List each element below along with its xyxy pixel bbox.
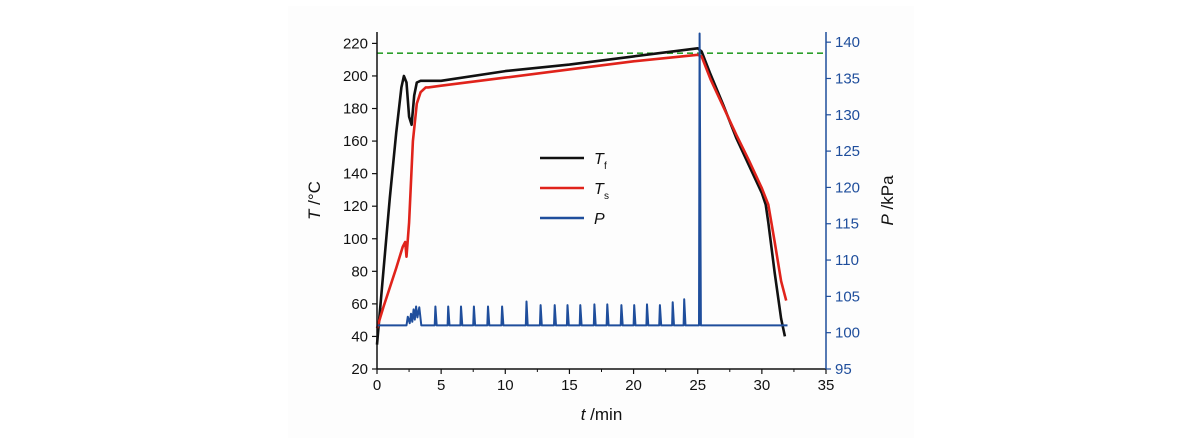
y-left-tick-label: 140 (343, 166, 368, 183)
y-left-tick-label: 20 (351, 361, 368, 378)
y-right-tick-label: 135 (835, 70, 860, 87)
x-tick-label: 20 (625, 377, 642, 394)
y-right-tick-label: 120 (835, 179, 860, 196)
y-right-tick-label: 125 (835, 143, 860, 160)
x-tick-label: 25 (689, 377, 706, 394)
y-left-axis-title: T /°C (305, 181, 324, 220)
series-line-Tf (375, 46, 787, 345)
figure-frame (288, 6, 914, 438)
x-tick-label: 10 (497, 377, 514, 394)
y-right-tick-label: 100 (835, 325, 860, 342)
y-left-tick-label: 40 (351, 328, 368, 345)
x-tick-label: 0 (373, 377, 381, 394)
legend-subscript-0: f (604, 161, 607, 172)
y-right-tick-label: 130 (835, 107, 860, 124)
series-layer (375, 32, 788, 345)
legend-label-2: P (594, 211, 605, 228)
x-tick-label: 15 (561, 377, 578, 394)
y-right-tick-label: 95 (835, 361, 852, 378)
legend-label-0: T (594, 151, 605, 168)
series-line-P (377, 32, 788, 327)
x-tick-label: 30 (754, 377, 771, 394)
legend-label-1: T (594, 181, 605, 198)
y-left-tick-label: 220 (343, 35, 368, 52)
y-right-tick-label: 140 (835, 34, 860, 51)
y-left-tick-label: 200 (343, 68, 368, 85)
x-tick-label: 5 (437, 377, 445, 394)
legend-subscript-1: s (604, 191, 609, 202)
series-line-Ts (375, 53, 788, 329)
axes-layer: 0 5 10 15 20 25 30 35 20 40 60 80 100 120 140 160 180 200… (305, 32, 897, 424)
x-tick-label: 35 (818, 377, 835, 394)
y-left-tick-label: 80 (351, 263, 368, 280)
y-left-tick-label: 180 (343, 101, 368, 118)
y-left-tick-label: 100 (343, 231, 368, 248)
x-axis-title: t /min (581, 405, 623, 424)
y-right-tick-label: 115 (835, 216, 859, 233)
y-left-tick-label: 160 (343, 133, 368, 150)
y-right-tick-label: 110 (835, 252, 859, 269)
y-right-axis-title: P /kPa (878, 175, 897, 226)
y-left-tick-label: 60 (351, 296, 368, 313)
y-left-tick-label: 120 (343, 198, 368, 215)
y-right-tick-label: 105 (835, 288, 860, 305)
